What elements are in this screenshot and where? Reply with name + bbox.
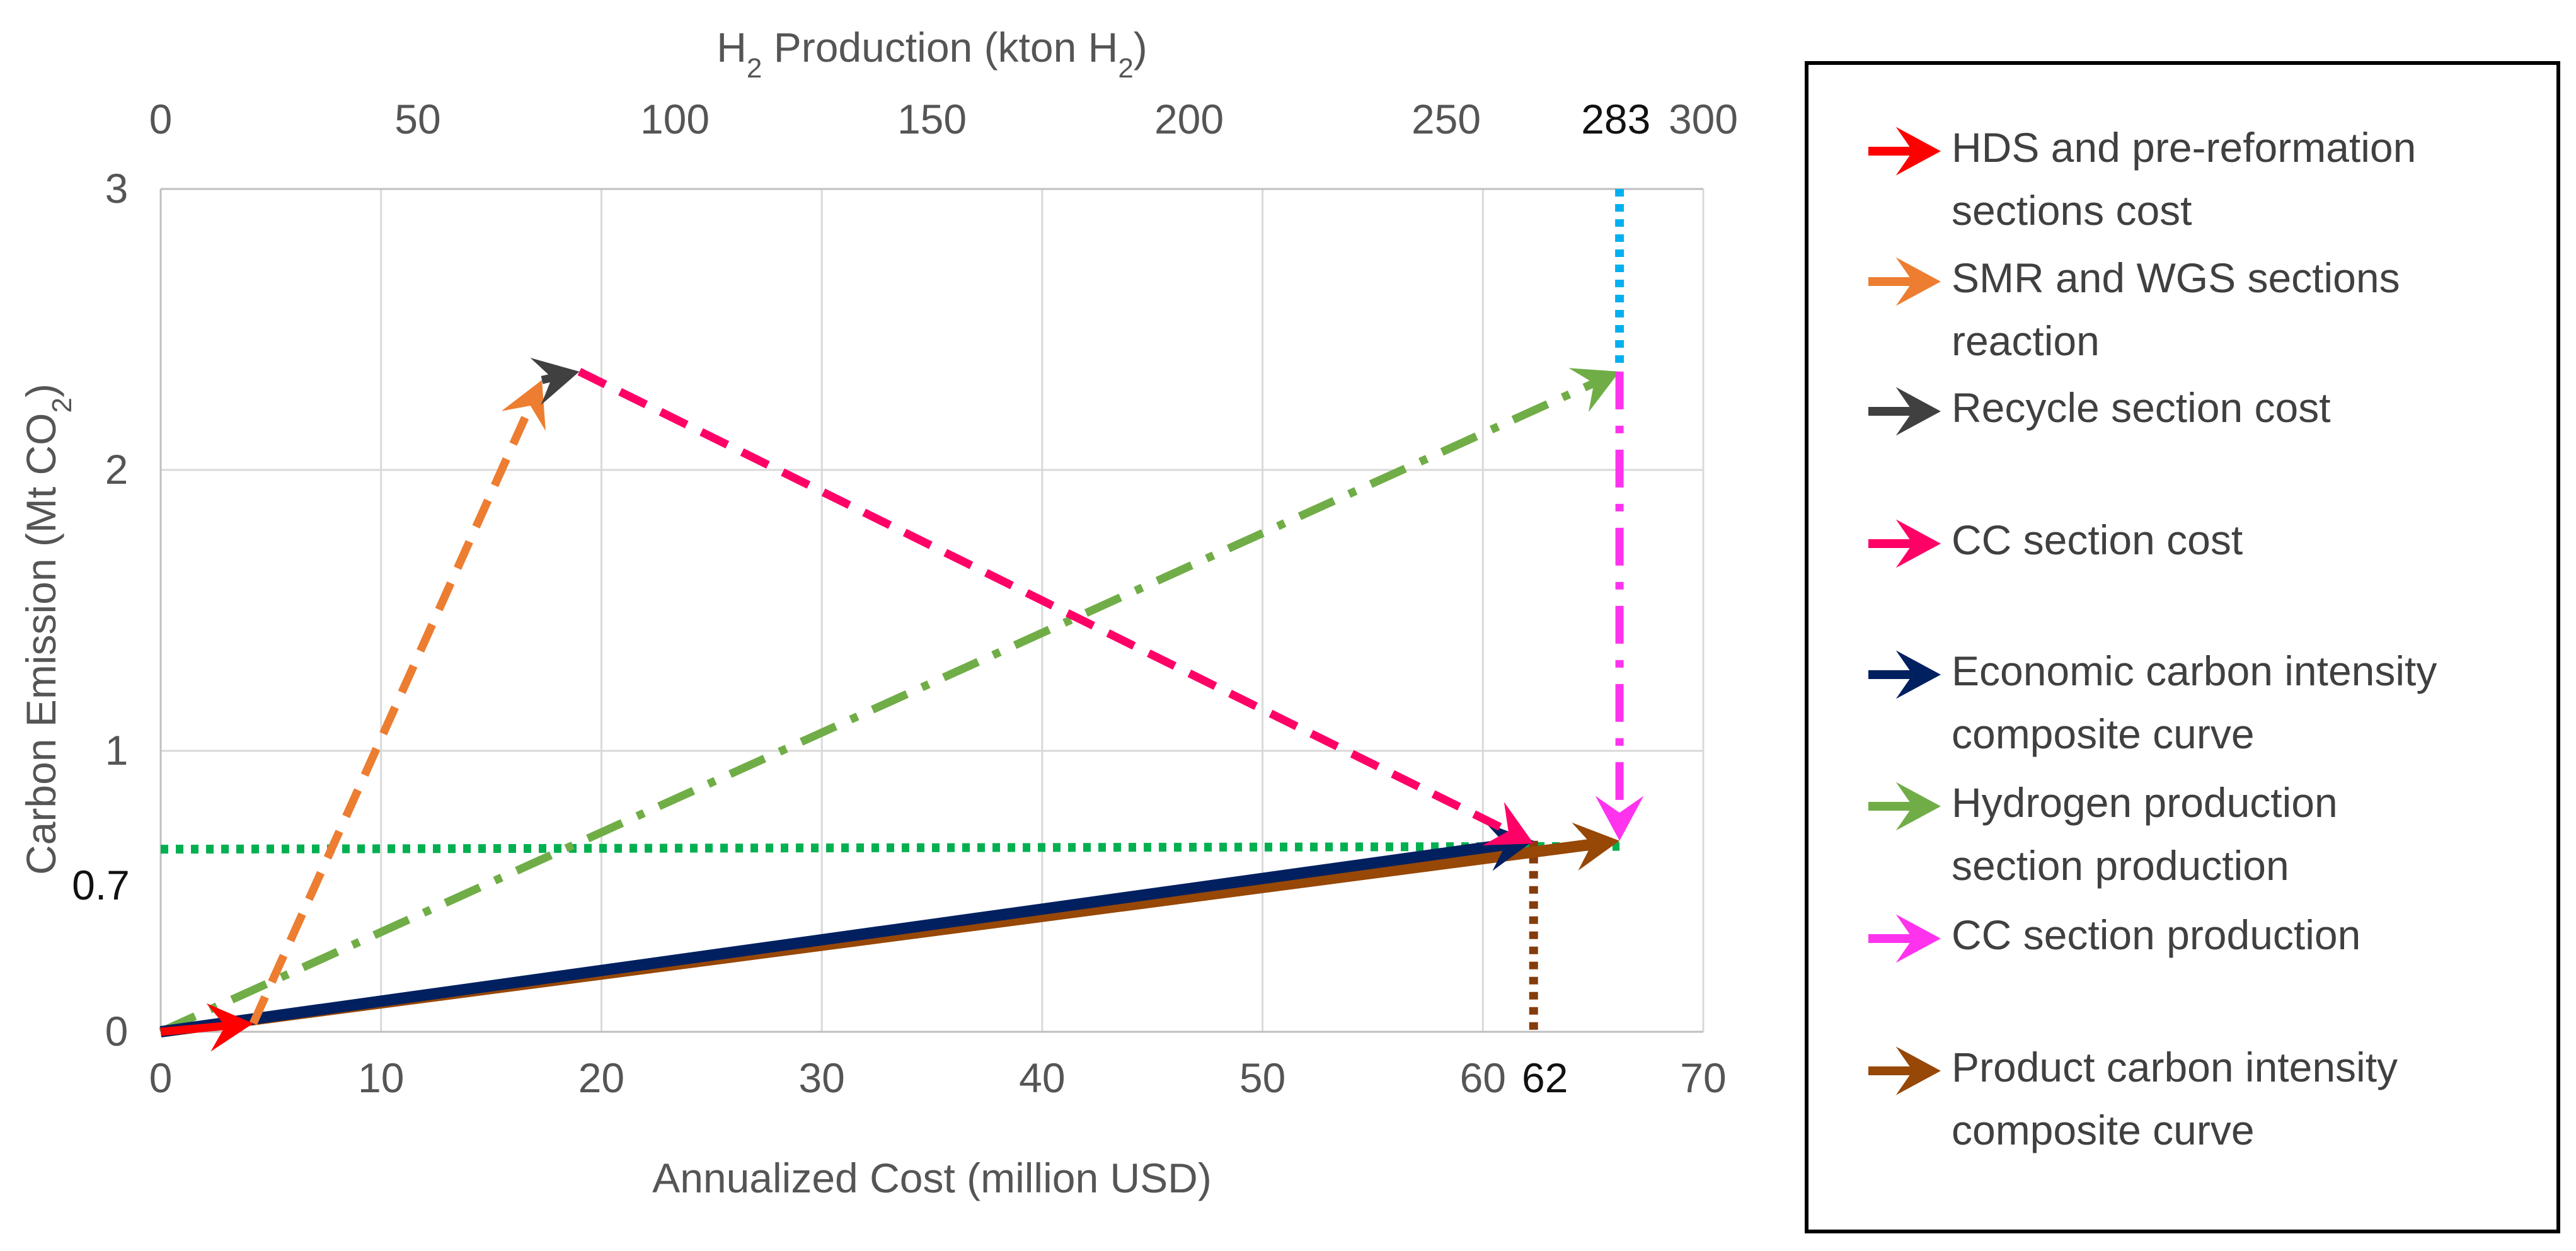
legend-item: Economic carbon intensity composite curve <box>1868 648 2437 757</box>
emission-level-line <box>160 842 1620 854</box>
x-top-tick-label: 250 <box>1412 96 1481 142</box>
series-arrowhead <box>1572 822 1620 871</box>
series-recycle-section-cost <box>530 358 580 406</box>
x-tick-label: 10 <box>358 1054 404 1101</box>
x-axis-title: Annualized Cost (million USD) <box>652 1155 1212 1201</box>
series-cc-section-production <box>1595 371 1644 841</box>
legend-label: composite curve <box>1952 711 2255 757</box>
legend-label: sections cost <box>1952 187 2192 234</box>
x-tick-label: 30 <box>798 1054 844 1101</box>
x-tick-label: 50 <box>1239 1054 1285 1101</box>
series-hydrogen-production-section-production <box>159 368 1620 1036</box>
y-annotation-label: 0.7 <box>72 862 130 908</box>
series-line <box>159 379 1596 1036</box>
x-top-tick-label: 0 <box>149 96 173 142</box>
x-tick-label: 40 <box>1019 1054 1065 1101</box>
legend-item: Recycle section cost <box>1868 384 2331 436</box>
legend-label: composite curve <box>1952 1107 2255 1153</box>
y-tick-label: 2 <box>105 446 129 493</box>
x-tick-label: 20 <box>578 1054 624 1101</box>
legend-label: Economic carbon intensity <box>1952 648 2437 694</box>
x-annotation-label: 62 <box>1522 1054 1568 1101</box>
legend-swatch-arrow <box>1895 519 1941 568</box>
series-arrowhead <box>501 380 546 431</box>
series-line <box>577 368 1510 835</box>
legend-label: CC section production <box>1952 911 2360 958</box>
legend-label: section production <box>1952 842 2289 889</box>
legend-item: Hydrogen production section production <box>1868 779 2338 889</box>
series-hds-and-pre-reformation-sections-cost <box>160 1003 253 1052</box>
y-axis-title: Carbon Emission (Mt CO2) <box>18 384 78 875</box>
series-arrowhead <box>530 358 580 406</box>
x-top-tick-label: 50 <box>394 96 440 142</box>
legend-label: CC section cost <box>1952 517 2243 563</box>
legend-swatch-arrow <box>1895 650 1941 699</box>
emission-level-line-path <box>160 842 1620 854</box>
series-economic-carbon-intensity-composite-curve <box>159 823 1534 1037</box>
legend-label: Recycle section cost <box>1952 384 2331 431</box>
x-tick-label: 60 <box>1460 1054 1506 1101</box>
legend-label: SMR and WGS sections <box>1952 254 2400 301</box>
x-tick-label: 70 <box>1680 1054 1726 1101</box>
x-top-axis-title: H2 Production (kton H2) <box>716 24 1147 84</box>
legend-item: Product carbon intensity composite curve <box>1868 1044 2398 1153</box>
x-top-tick-label: 200 <box>1154 96 1224 142</box>
series-line <box>160 1022 226 1036</box>
legend-box <box>1805 61 2560 1233</box>
legend-swatch-arrow <box>1895 914 1941 963</box>
series-line <box>159 838 1507 1037</box>
x-top-annotation-label: 283 <box>1581 96 1650 142</box>
legend-item: CC section cost <box>1868 517 2243 568</box>
legend-item: SMR and WGS sections reaction <box>1868 254 2400 364</box>
legend-swatch-arrow <box>1895 387 1941 436</box>
legend-swatch-arrow <box>1895 782 1941 831</box>
x-top-tick-label: 150 <box>897 96 967 142</box>
series-arrowhead <box>206 1003 253 1052</box>
legend-label: Hydrogen production <box>1952 779 2338 826</box>
legend: HDS and pre-reformation sections cost SMR … <box>1805 61 2560 1233</box>
series-arrowhead <box>1595 796 1644 841</box>
legend-swatch-arrow <box>1895 257 1941 306</box>
legend-swatch-arrow <box>1895 127 1941 176</box>
series-cc-section-cost <box>577 368 1534 846</box>
series-line <box>249 404 534 1025</box>
series-arrowhead <box>1568 368 1620 413</box>
x-top-tick-label: 300 <box>1669 96 1738 142</box>
series-arrowhead <box>1485 823 1534 871</box>
legend-item: HDS and pre-reformation sections cost <box>1868 124 2416 234</box>
legend-label: reaction <box>1952 317 2100 364</box>
legend-label: Product carbon intensity <box>1952 1044 2398 1090</box>
series-smr-and-wgs-sections-reaction <box>249 380 546 1025</box>
x-top-tick-label: 100 <box>640 96 710 142</box>
y-tick-label: 0 <box>105 1008 129 1054</box>
x-tick-label: 0 <box>149 1054 173 1101</box>
series-line <box>541 374 553 384</box>
legend-swatch-arrow <box>1895 1046 1941 1095</box>
series-arrowhead <box>1482 802 1534 846</box>
legend-label: HDS and pre-reformation <box>1952 124 2416 171</box>
y-tick-label: 3 <box>105 165 129 212</box>
y-tick-label: 1 <box>105 727 129 774</box>
legend-item: CC section production <box>1868 911 2360 963</box>
